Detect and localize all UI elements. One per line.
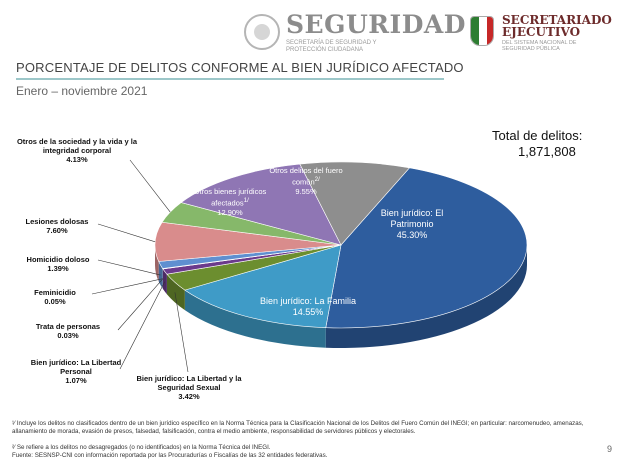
pie-slice-side-6 xyxy=(158,261,163,289)
slice-label-feminicidio: Feminicidio 0.05% xyxy=(34,288,76,306)
footnote-2: ²⁄ Se refiere a los delitos no desagrega… xyxy=(12,444,271,451)
pie-slice-9 xyxy=(180,163,342,246)
title-divider xyxy=(16,78,444,80)
pie-slice-0 xyxy=(325,167,528,329)
footnote-1: ¹⁄ Incluye los delitos no clasificados d… xyxy=(12,420,584,435)
leader-line-8 xyxy=(129,159,171,213)
seguridad-logo-subtext: SECRETARÍA DE SEGURIDAD Y PROTECCIÓN CIU… xyxy=(286,40,377,53)
leader-line-7 xyxy=(97,223,156,243)
slice-label-lesiones: Lesiones dolosas 7.60% xyxy=(25,217,89,235)
slice-label-libertad-sexual: Bien jurídico: La Libertad y la Segurida… xyxy=(136,374,242,401)
total-value: 1,871,808 xyxy=(518,144,576,159)
leader-line-2 xyxy=(174,292,189,373)
slice-label-otros-sociedad: Otros de la sociedad y la vida y la inte… xyxy=(16,137,138,164)
page-title: PORCENTAJE DE DELITOS CONFORME AL BIEN J… xyxy=(16,60,464,75)
leader-line-4 xyxy=(117,278,164,331)
pie-slice-side-0 xyxy=(325,245,527,348)
page-number: 9 xyxy=(607,444,613,454)
pie-slice-1 xyxy=(184,244,342,329)
leader-line-6 xyxy=(97,259,161,276)
slice-label-fuero-comun: Otros delitos del fuero común2/ 9.55% xyxy=(269,166,343,196)
slice-label-homicidio: Homicidio doloso 1.39% xyxy=(26,255,90,273)
pie-slice-side-2 xyxy=(166,274,185,311)
slice-label-patrimonio: Bien jurídico: El Patrimonio 45.30% xyxy=(380,208,444,240)
pie-slice-10 xyxy=(299,161,411,246)
page-subtitle: Enero – noviembre 2021 xyxy=(16,84,148,98)
seguridad-emblem-icon xyxy=(244,14,280,50)
total-label: Total de delitos: xyxy=(492,128,583,143)
leader-line-5 xyxy=(91,278,163,295)
slice-label-trata: Trata de personas 0.03% xyxy=(35,322,101,340)
source-note: Fuente: SESNSP-CNI con información repor… xyxy=(12,452,328,459)
sesnsp-logo-text: SECRETARIADO EJECUTIVO xyxy=(502,13,612,39)
seguridad-logo-text: SEGURIDAD xyxy=(286,10,466,39)
pie-slice-side-3 xyxy=(162,268,167,295)
sesnsp-logo-subtext: DEL SISTEMA NACIONAL DE SEGURIDAD PÚBLIC… xyxy=(502,40,577,52)
sesnsp-shield-icon xyxy=(470,16,494,46)
slice-label-familia: Bien jurídico: La Familia 14.55% xyxy=(259,296,357,317)
slice-label-libertad-personal: Bien jurídico: La Libertad Personal 1.07… xyxy=(30,358,122,385)
slice-label-otros-bienes: Otros bienes jurídicos afectados1/ 12.90… xyxy=(193,187,267,217)
leader-line-3 xyxy=(119,281,166,370)
